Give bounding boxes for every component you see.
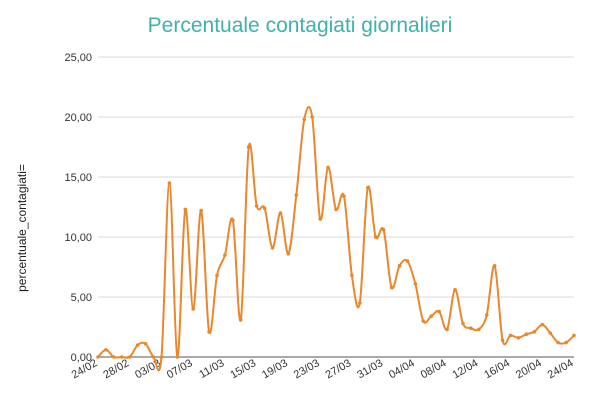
chart-title: Percentuale contagiati giornalieri xyxy=(147,14,453,37)
y-tick-label: 5,00 xyxy=(71,292,92,304)
data-point xyxy=(159,355,164,359)
data-point xyxy=(556,340,560,345)
data-point xyxy=(413,282,418,286)
data-point xyxy=(112,355,116,359)
data-point xyxy=(373,235,378,239)
x-tick-label: 27/03 xyxy=(324,357,354,381)
data-point xyxy=(278,211,283,215)
data-point xyxy=(175,355,180,359)
data-point xyxy=(469,326,473,331)
data-point xyxy=(477,327,481,332)
data-point xyxy=(365,186,370,190)
data-point xyxy=(318,217,322,221)
y-tick-label: 15,00 xyxy=(64,172,92,184)
x-tick-label: 04/04 xyxy=(387,357,417,381)
data-point xyxy=(453,288,457,292)
data-point xyxy=(350,273,354,278)
data-point xyxy=(540,322,545,327)
x-tick-label: 20/04 xyxy=(514,357,544,381)
data-point xyxy=(104,348,108,352)
data-point xyxy=(445,327,449,332)
data-point xyxy=(270,246,275,250)
y-tick-label: 10,00 xyxy=(64,232,92,244)
x-tick-label: 16/04 xyxy=(482,357,512,381)
data-point xyxy=(484,313,489,317)
y-tick-label: 0,00 xyxy=(71,352,92,364)
data-point xyxy=(135,343,140,347)
data-point xyxy=(572,333,576,338)
data-point xyxy=(223,253,227,257)
data-point xyxy=(508,333,513,338)
data-point xyxy=(239,318,243,322)
data-point xyxy=(564,340,568,345)
x-tick-labels: 24/02 28/02 03/03 07/03 11/03 15/03 19/03 23/03… xyxy=(70,357,576,381)
data-point xyxy=(548,331,552,335)
gridlines xyxy=(98,56,574,358)
data-point xyxy=(397,264,402,268)
x-tick-label: 19/03 xyxy=(260,357,290,381)
data-point xyxy=(461,321,465,326)
data-point xyxy=(183,207,188,212)
data-point xyxy=(120,355,124,359)
data-point xyxy=(127,355,132,359)
data-points xyxy=(96,115,576,359)
x-tick-label: 24/04 xyxy=(546,357,576,381)
data-point xyxy=(286,252,291,256)
data-point xyxy=(358,301,362,305)
data-point xyxy=(516,336,521,340)
data-point xyxy=(310,115,315,119)
data-point xyxy=(143,342,148,346)
data-point xyxy=(326,165,330,170)
data-point xyxy=(500,338,505,343)
data-point xyxy=(421,319,426,323)
x-tick-label: 08/04 xyxy=(419,357,449,381)
data-point xyxy=(262,206,267,210)
data-point xyxy=(302,117,307,122)
data-point xyxy=(405,259,410,263)
data-point xyxy=(191,307,195,311)
data-point xyxy=(492,264,497,268)
data-point xyxy=(231,218,235,222)
data-point xyxy=(151,355,156,359)
data-point xyxy=(429,314,434,319)
x-tick-label: 12/04 xyxy=(450,357,480,381)
data-point xyxy=(334,207,338,212)
x-tick-label: 28/02 xyxy=(101,357,131,381)
x-tick-label: 31/03 xyxy=(355,357,385,381)
x-tick-label: 11/03 xyxy=(197,357,226,381)
series-line xyxy=(97,106,575,372)
data-point xyxy=(167,181,172,185)
data-point xyxy=(246,145,251,149)
data-point xyxy=(437,309,441,314)
data-point xyxy=(96,355,100,359)
data-point xyxy=(199,208,203,213)
data-point xyxy=(215,273,219,278)
data-point xyxy=(532,330,537,334)
data-point xyxy=(254,204,259,208)
data-point xyxy=(381,228,386,232)
data-point xyxy=(294,193,299,197)
y-tick-label: 25,00 xyxy=(64,52,92,64)
x-tick-label: 07/03 xyxy=(165,357,195,381)
x-tick-label: 15/03 xyxy=(228,357,258,381)
data-point xyxy=(207,330,211,334)
y-tick-labels: 0,00 5,00 10,00 15,00 20,00 25,00 xyxy=(64,52,92,364)
y-tick-label: 20,00 xyxy=(64,112,92,124)
x-tick-label: 23/03 xyxy=(292,357,322,381)
data-point xyxy=(342,194,346,198)
data-point xyxy=(524,332,529,337)
data-point xyxy=(389,285,394,290)
